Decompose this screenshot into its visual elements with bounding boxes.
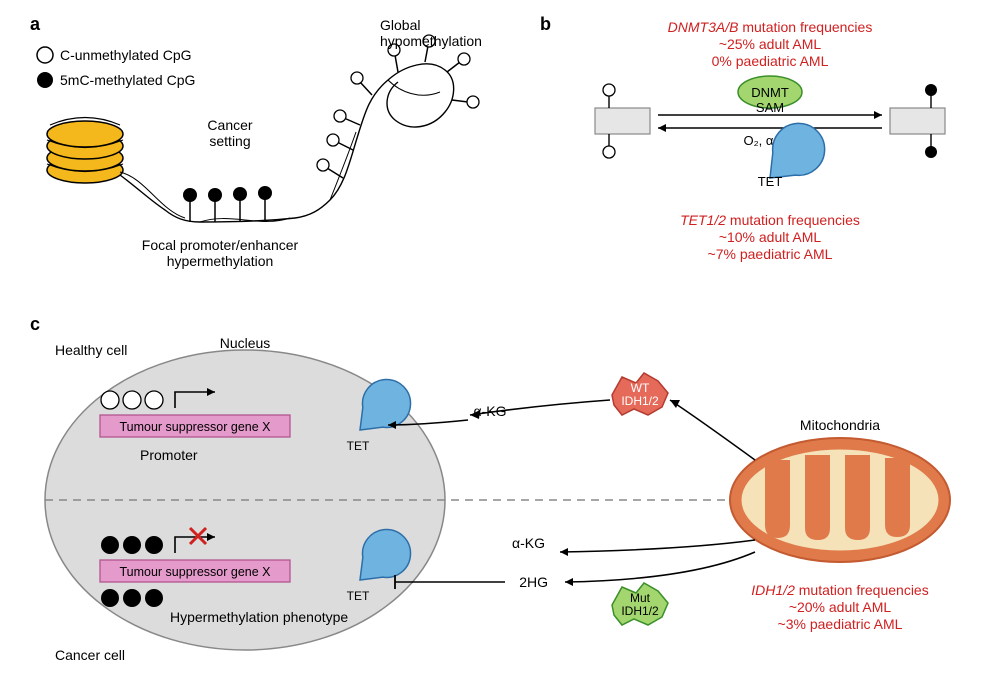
tet-freq-2: ~7% paediatric AML — [708, 246, 833, 262]
panel-c-label: c — [30, 314, 40, 334]
panel-b-label: b — [540, 14, 551, 34]
sam-label: SAM — [756, 100, 784, 115]
left-cpg-box — [595, 84, 650, 158]
dnmt-freq-1: ~25% adult AML — [719, 36, 822, 52]
focal-text-2: hypermethylation — [167, 253, 274, 269]
legend-unmeth-text: C-unmethylated CpG — [60, 47, 192, 63]
idh-freq-title: IDH1/2 mutation frequencies — [751, 582, 928, 598]
hypermeth-pheno-label: Hypermethylation phenotype — [170, 609, 348, 625]
cancer-setting-lines: Cancer setting — [175, 116, 285, 150]
focal-text-1: Focal promoter/enhancer — [142, 237, 299, 253]
global-hypo-lollipops — [317, 35, 479, 178]
legend-meth-text: 5mC-methylated CpG — [60, 72, 195, 88]
nucleus-label: Nucleus — [220, 335, 271, 351]
panel-a-label: a — [30, 14, 41, 34]
svg-text:IDH1/2: IDH1/2 — [621, 394, 659, 408]
dnmt-label: DNMT — [751, 85, 789, 100]
tet-label-b: TET — [758, 174, 783, 189]
nucleosome-stack — [47, 118, 123, 184]
svg-text:Mut: Mut — [630, 591, 651, 605]
global-hypo-text-2: hypomethylation — [380, 33, 482, 49]
svg-text:Tumour suppressor gene X: Tumour suppressor gene X — [119, 565, 271, 579]
svg-text:α-KG: α-KG — [512, 535, 545, 551]
dnmt-freq-2: 0% paediatric AML — [712, 53, 829, 69]
arrows-healthy: α-KG — [388, 400, 755, 460]
gene-text-healthy: Tumour suppressor gene X — [119, 420, 271, 434]
legend-unmeth-icon — [37, 47, 53, 63]
svg-text:setting: setting — [209, 133, 250, 149]
tet-freq-title: TET1/2 mutation frequencies — [680, 212, 860, 228]
mitochondria-icon — [730, 438, 950, 562]
arrows-cancer: α-KG 2HG — [395, 535, 755, 590]
idh-freq-1: ~20% adult AML — [789, 599, 892, 615]
panel-b: b DNMT3A/B mutation frequencies ~25% adu… — [540, 14, 945, 262]
idh-freq-2: ~3% paediatric AML — [778, 616, 903, 632]
svg-text:IDH1/2: IDH1/2 — [621, 604, 659, 618]
promoter-label: Promoter — [140, 447, 198, 463]
legend: C-unmethylated CpG 5mC-methylated CpG — [37, 47, 195, 88]
legend-meth-icon — [37, 72, 53, 88]
right-cpg-box — [890, 84, 945, 158]
focal-meth-lollipops — [183, 186, 272, 222]
mito-label: Mitochondria — [800, 417, 880, 433]
svg-text:Cancer: Cancer — [207, 117, 252, 133]
tet-freq-1: ~10% adult AML — [719, 229, 822, 245]
svg-text:WT: WT — [631, 381, 650, 395]
figure-svg: a C-unmethylated CpG 5mC-methylated CpG — [0, 0, 990, 675]
svg-text:TET: TET — [347, 439, 370, 453]
healthy-label: Healthy cell — [55, 342, 127, 358]
global-hypo-text-1: Global — [380, 17, 420, 33]
cancer-label: Cancer cell — [55, 647, 125, 663]
svg-text:2HG: 2HG — [519, 574, 548, 590]
panel-c: c Healthy cell Cancer cell Nucleus Tumou… — [30, 314, 950, 663]
dnmt-freq-title: DNMT3A/B mutation frequencies — [668, 19, 873, 35]
svg-text:TET: TET — [347, 589, 370, 603]
